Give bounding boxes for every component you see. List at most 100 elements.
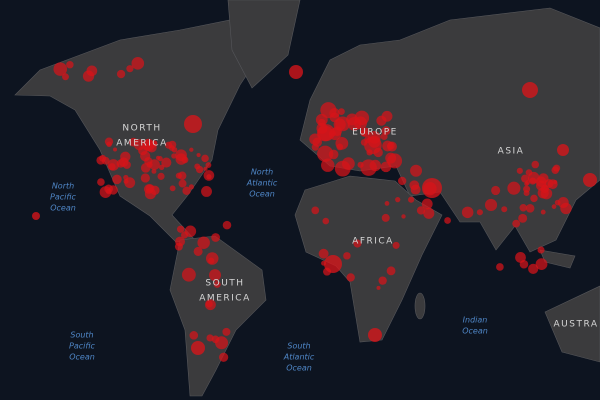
marker	[175, 153, 187, 165]
marker	[525, 180, 530, 185]
marker	[322, 217, 330, 225]
marker	[401, 214, 406, 219]
marker	[206, 174, 212, 180]
marker	[155, 155, 161, 160]
marker	[205, 300, 213, 308]
continent-label: ASIA	[498, 147, 525, 157]
marker	[222, 327, 231, 336]
marker	[171, 153, 177, 159]
marker	[211, 233, 221, 242]
marker	[535, 180, 547, 191]
marker	[519, 204, 527, 212]
marker	[169, 185, 176, 192]
marker	[311, 143, 319, 151]
ocean-label: Pacific	[69, 342, 96, 351]
marker	[329, 112, 340, 123]
marker	[178, 179, 187, 188]
marker	[321, 158, 335, 172]
continent-label: EUROPE	[352, 128, 398, 138]
marker	[381, 126, 391, 136]
marker	[318, 248, 329, 259]
marker	[544, 178, 554, 189]
marker	[213, 281, 221, 288]
marker	[113, 147, 118, 152]
marker	[53, 62, 68, 76]
marker	[193, 246, 203, 256]
marker	[336, 143, 344, 151]
marker	[62, 73, 69, 81]
marker	[108, 185, 118, 195]
ocean-label: Atlantic	[283, 353, 315, 362]
marker	[208, 257, 215, 264]
marker	[376, 285, 381, 290]
continent-label: AMERICA	[116, 139, 167, 149]
continent-label: AUSTRA	[554, 320, 599, 330]
marker	[143, 184, 154, 194]
marker	[32, 212, 40, 220]
marker	[540, 209, 546, 215]
labels: NORTH AMERICA EUROPE ASIA AFRICA SOUTH AMERICA…	[50, 124, 599, 373]
australia	[544, 285, 600, 363]
marker	[366, 149, 373, 156]
marker	[484, 198, 498, 212]
madagascar	[414, 292, 426, 320]
marker	[191, 341, 205, 355]
marker	[176, 225, 185, 233]
marker	[201, 154, 209, 163]
marker	[343, 252, 351, 260]
marker	[354, 116, 368, 130]
marker	[201, 186, 212, 197]
marker	[395, 197, 401, 203]
marker	[364, 135, 372, 144]
marker	[444, 217, 451, 224]
marker	[476, 209, 483, 216]
marker	[184, 225, 197, 238]
marker	[108, 163, 116, 171]
marker	[583, 173, 597, 187]
marker	[222, 220, 232, 230]
outbreak-markers	[32, 57, 597, 362]
marker	[527, 171, 540, 184]
marker	[161, 157, 172, 168]
marker	[165, 141, 173, 149]
marker	[373, 147, 383, 158]
marker	[530, 194, 538, 203]
ocean-label: Ocean	[69, 353, 95, 362]
ocean-label: South	[70, 331, 93, 340]
ocean-label: Atlantic	[246, 179, 278, 188]
continent-label: AMERICA	[199, 294, 250, 304]
ocean-label: South	[287, 342, 310, 351]
marker	[553, 179, 558, 185]
marker	[516, 167, 523, 174]
marker	[189, 147, 194, 152]
marker	[182, 186, 191, 195]
marker	[507, 181, 521, 195]
marker	[140, 173, 150, 183]
ocean-label: Indian	[463, 316, 488, 325]
marker	[209, 269, 222, 282]
marker	[101, 156, 110, 165]
marker	[360, 127, 371, 138]
marker	[196, 152, 201, 158]
marker	[384, 201, 390, 206]
marker	[357, 161, 364, 168]
continent-label: AFRICA	[352, 237, 394, 247]
marker	[289, 65, 303, 79]
marker	[324, 255, 342, 273]
marker	[522, 82, 538, 98]
marker	[120, 151, 131, 162]
marker	[461, 206, 474, 219]
marker	[131, 57, 145, 70]
marker	[386, 266, 396, 276]
marker	[368, 328, 382, 342]
marker	[338, 108, 345, 116]
marker	[181, 267, 196, 282]
marker	[97, 178, 105, 186]
marker	[203, 166, 208, 171]
marker	[82, 70, 95, 82]
marker	[215, 336, 229, 350]
marker	[106, 141, 112, 148]
marker	[496, 263, 504, 271]
marker	[157, 172, 165, 180]
marker	[188, 184, 194, 190]
